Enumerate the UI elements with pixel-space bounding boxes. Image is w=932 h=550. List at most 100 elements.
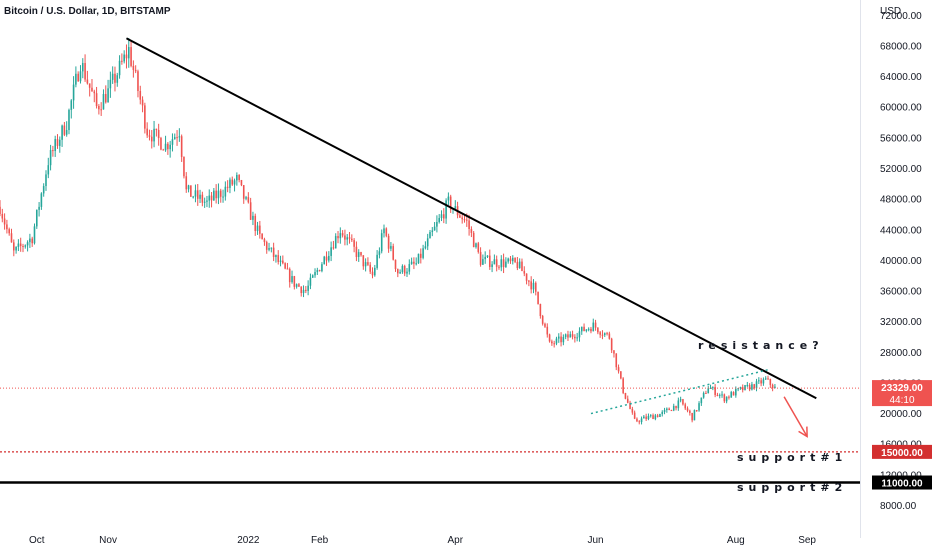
x-tick-label: 2022 — [237, 535, 260, 546]
candle-body — [408, 264, 411, 272]
candle-body — [587, 328, 590, 330]
candle-body — [26, 242, 29, 246]
candle-body — [286, 268, 289, 270]
candle-body — [666, 408, 668, 410]
candle-body — [355, 246, 358, 257]
candle-body — [500, 259, 503, 268]
candle-body — [546, 326, 549, 335]
candle-body — [47, 165, 50, 175]
x-tick-label: Nov — [99, 535, 117, 546]
candle-body — [751, 384, 753, 390]
candle-body — [288, 268, 291, 283]
candle-body — [488, 255, 491, 267]
candle-body — [109, 79, 112, 89]
x-tick-label: Apr — [448, 535, 464, 546]
candle-body — [328, 255, 330, 261]
currency-label: USD — [880, 6, 901, 17]
candle-body — [580, 326, 583, 332]
candle-body — [599, 332, 601, 335]
candle-body — [284, 263, 286, 269]
candle-body — [744, 385, 746, 391]
candle-body — [548, 334, 551, 342]
candle-body — [114, 73, 116, 83]
support-2-price-label: 11000.00 — [881, 479, 923, 490]
candle-body — [498, 266, 500, 268]
y-tick-label: 32000.00 — [880, 317, 922, 328]
candle-body — [378, 251, 381, 255]
candle-body — [445, 200, 447, 219]
candle-body — [649, 415, 652, 417]
resistance-annotation: resistance? — [698, 339, 824, 352]
candle-body — [208, 195, 211, 201]
current-price-box — [872, 380, 932, 407]
candle-body — [594, 322, 597, 328]
candle-body — [413, 261, 415, 264]
candle-body — [201, 194, 204, 203]
candle-body — [8, 229, 11, 234]
candle-body — [130, 47, 132, 66]
candle-body — [88, 83, 91, 88]
candle-body — [656, 415, 659, 417]
candle-body — [746, 384, 749, 386]
candle-body — [523, 271, 526, 274]
candle-body — [578, 331, 581, 338]
candle-body — [716, 394, 719, 396]
y-tick-label: 68000.00 — [880, 41, 922, 52]
candle-body — [677, 400, 680, 409]
candle-body — [449, 196, 452, 210]
candle-body — [84, 63, 86, 80]
candle-body — [511, 257, 514, 262]
candle-body — [672, 405, 675, 411]
candle-body — [521, 261, 523, 272]
candle-body — [544, 323, 546, 327]
candle-body — [348, 237, 351, 239]
candle-body — [173, 137, 176, 140]
candle-body — [134, 69, 137, 72]
candle-body — [238, 175, 240, 180]
candle-body — [111, 73, 114, 80]
candle-body — [314, 272, 316, 276]
candle-body — [555, 338, 558, 344]
candle-body — [705, 392, 707, 394]
candle-body — [194, 190, 197, 197]
candle-body — [298, 284, 300, 287]
candle-body — [406, 271, 408, 274]
candle-body — [709, 387, 712, 389]
candle-body — [323, 256, 326, 265]
candle-body — [732, 392, 735, 396]
candle-body — [403, 265, 406, 274]
candle-body — [6, 224, 8, 230]
candle-body — [551, 341, 553, 344]
support-2-price-box — [872, 475, 932, 490]
candle-body — [702, 392, 705, 398]
candle-body — [187, 185, 190, 190]
candle-body — [659, 414, 661, 417]
candle-body — [316, 270, 319, 273]
candle-body — [125, 54, 128, 59]
candle-body — [339, 233, 342, 239]
candle-body — [557, 336, 560, 339]
candle-body — [730, 392, 733, 398]
candle-body — [718, 394, 721, 396]
candle-body — [440, 214, 443, 218]
candle-body — [61, 125, 63, 140]
candle-body — [162, 149, 165, 151]
candle-body — [760, 380, 762, 384]
candle-body — [282, 260, 284, 264]
candle-body — [762, 379, 765, 384]
candle-body — [141, 99, 144, 106]
candle-body — [530, 281, 532, 290]
candle-body — [482, 259, 484, 265]
candle-body — [640, 418, 643, 423]
candle-body — [447, 196, 450, 201]
candle-body — [376, 254, 378, 268]
candle-body — [399, 272, 401, 274]
candle-body — [383, 228, 385, 234]
candle-body — [560, 336, 562, 343]
candle-body — [385, 228, 388, 236]
candle-body — [528, 280, 530, 282]
candle-body — [102, 94, 105, 110]
y-tick-label: 8000.00 — [880, 501, 917, 512]
candle-body — [429, 232, 431, 239]
